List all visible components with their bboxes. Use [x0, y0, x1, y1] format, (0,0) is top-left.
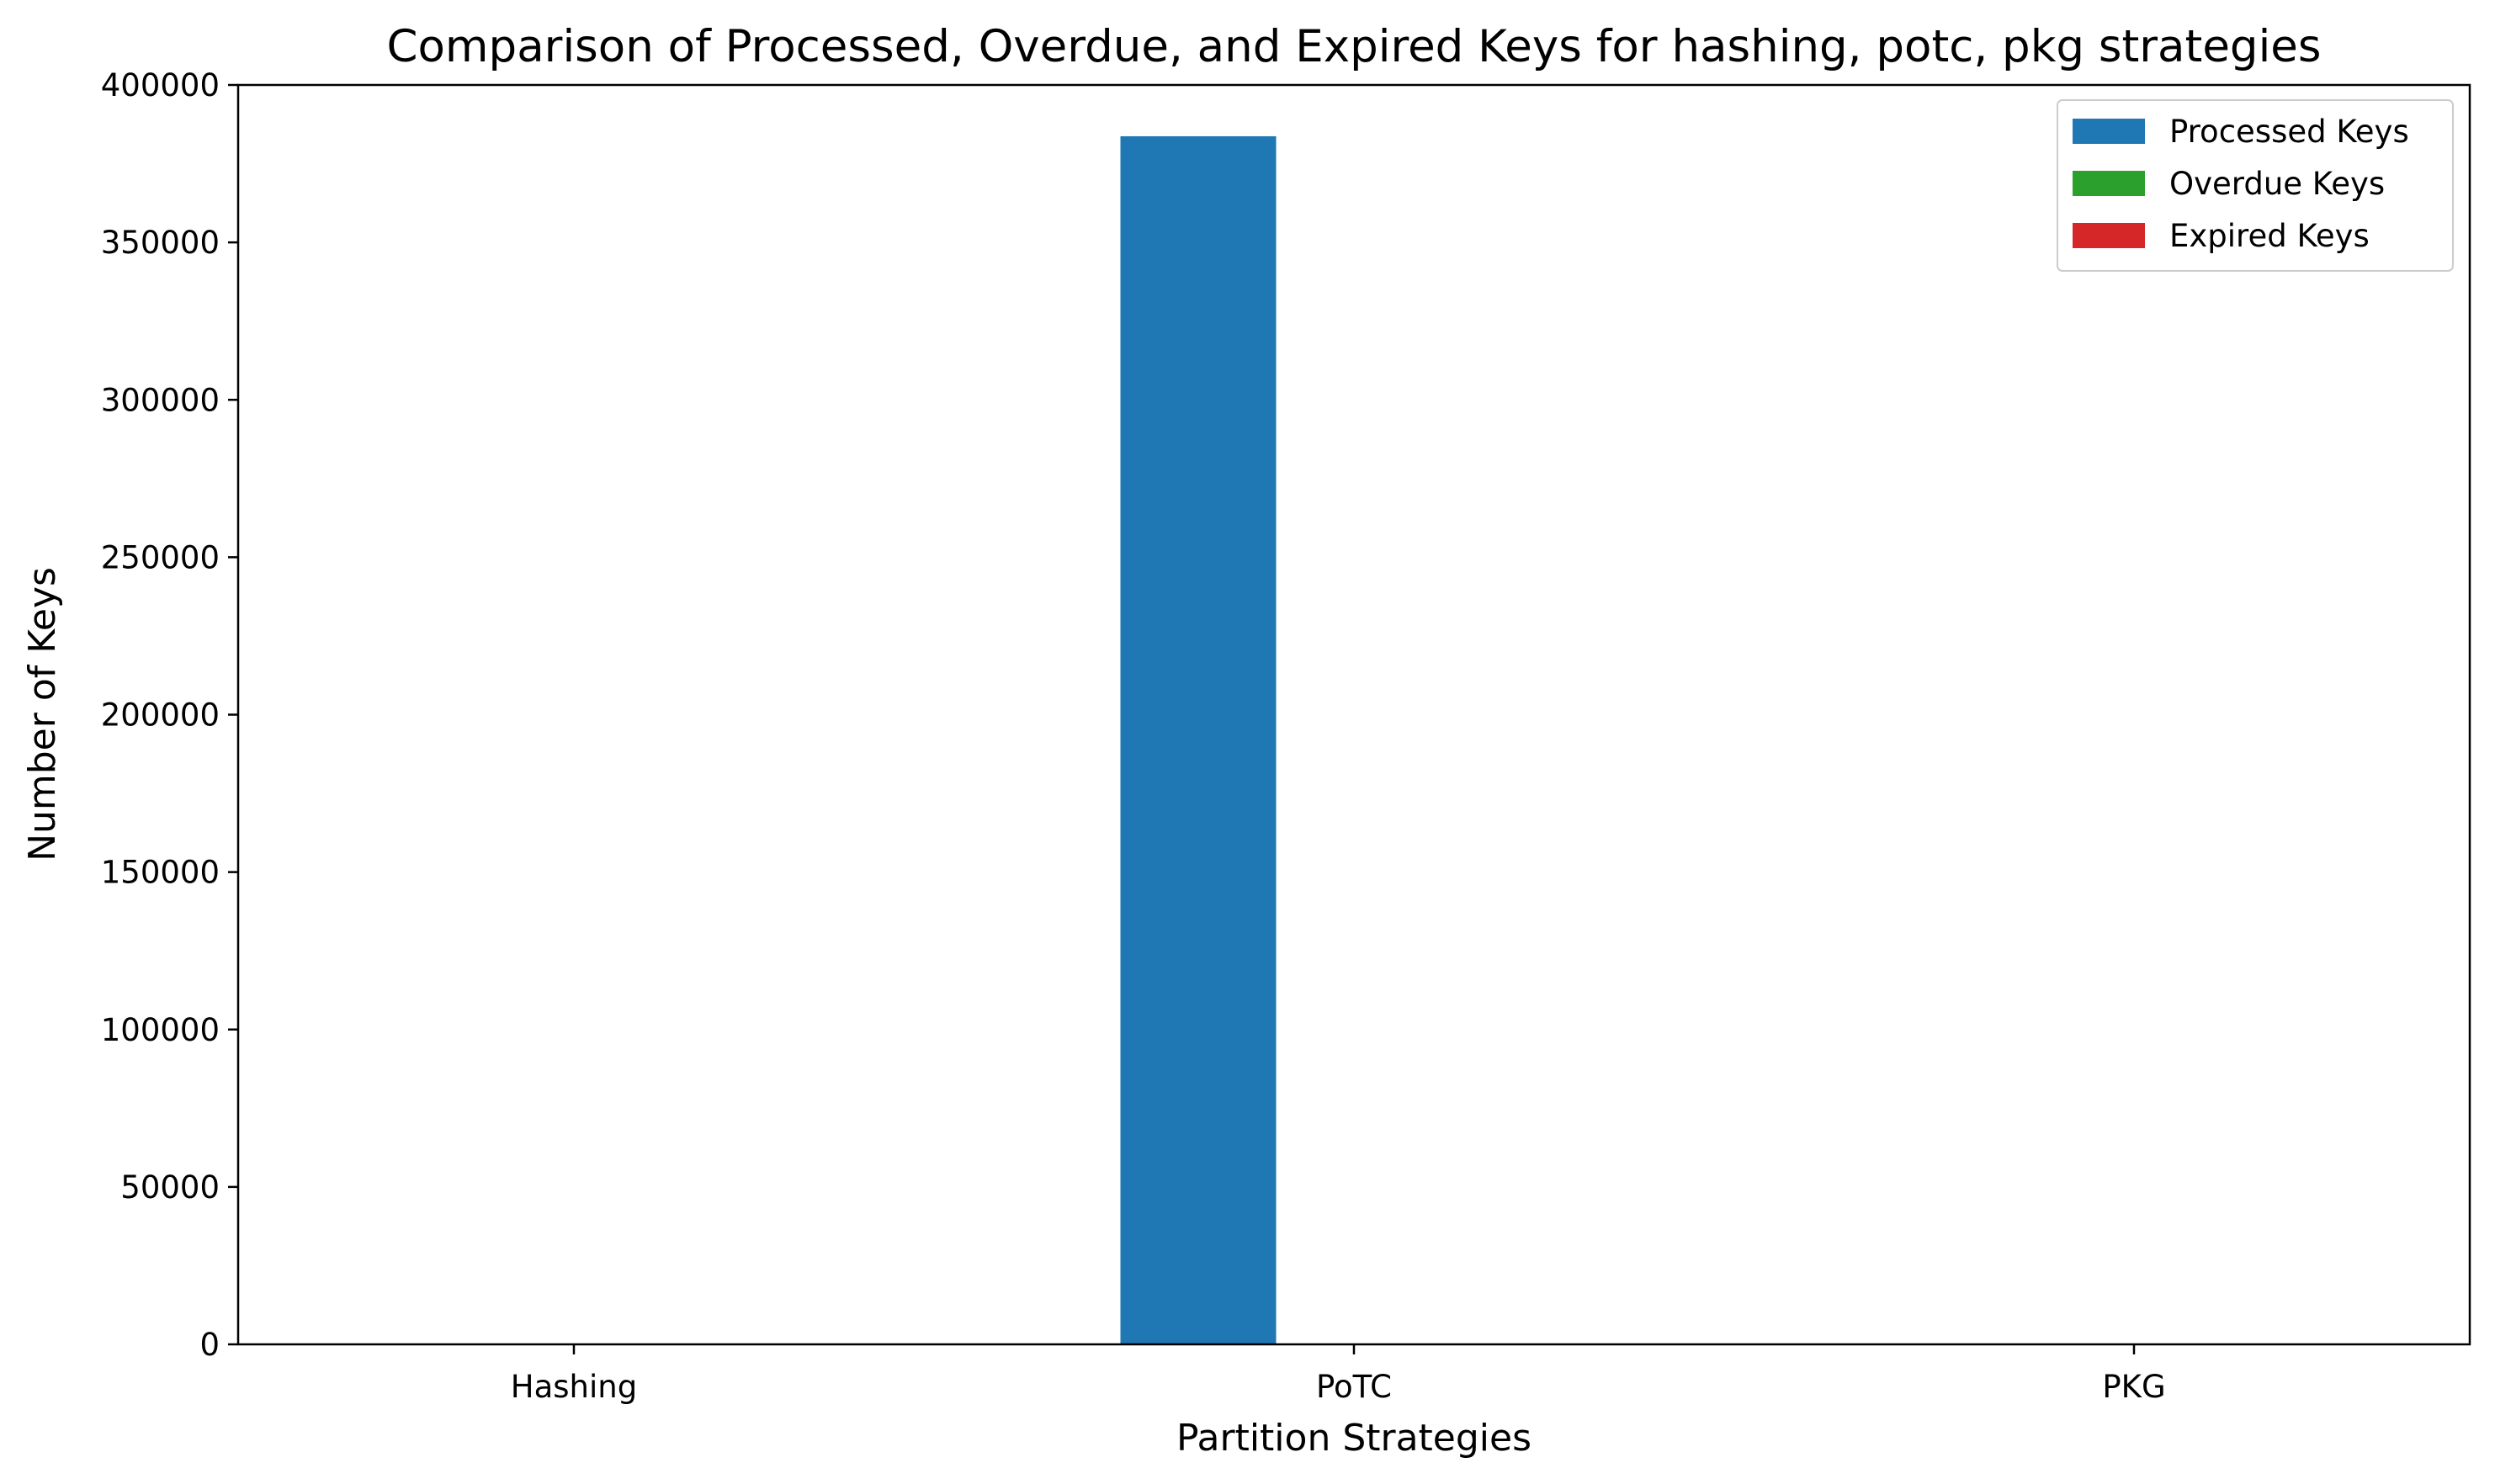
x-tick-label-potc: PoTC [1316, 1369, 1392, 1405]
y-tick-label: 100000 [101, 1012, 220, 1048]
x-tick-label-hashing: Hashing [511, 1369, 637, 1405]
y-tick-label: 0 [199, 1327, 220, 1363]
legend-box [2057, 99, 2454, 272]
legend-items: Processed Keys Overdue Keys Expired Keys [2073, 114, 2409, 254]
x-axis: Hashing PoTC PKG [511, 1344, 2166, 1405]
legend-label-expired-keys: Expired Keys [2169, 218, 2370, 254]
legend: Processed Keys Overdue Keys Expired Keys [2057, 99, 2454, 272]
y-tick-label: 400000 [101, 67, 220, 103]
legend-swatch-overdue-keys [2073, 171, 2145, 196]
bar-processed-keys-potc [1120, 136, 1277, 1345]
legend-swatch-processed-keys [2073, 119, 2145, 144]
y-axis: 0 50000 100000 150000 200000 250000 300000 3500… [101, 67, 238, 1363]
y-tick-label: 300000 [101, 382, 220, 418]
y-axis-label: Number of Keys [21, 567, 64, 861]
legend-label-processed-keys: Processed Keys [2169, 114, 2409, 150]
y-tick-label: 350000 [101, 225, 220, 261]
y-tick-label: 200000 [101, 697, 220, 734]
chart-title: Comparison of Processed, Overdue, and Ex… [386, 21, 2321, 72]
bars-layer [1120, 136, 1277, 1345]
y-tick-label: 150000 [101, 855, 220, 891]
y-tick-label: 250000 [101, 539, 220, 575]
legend-label-overdue-keys: Overdue Keys [2169, 166, 2385, 202]
x-tick-label-pkg: PKG [2102, 1369, 2165, 1405]
legend-swatch-expired-keys [2073, 223, 2145, 248]
x-axis-label: Partition Strategies [1176, 1417, 1532, 1460]
y-tick-label: 50000 [120, 1169, 220, 1206]
